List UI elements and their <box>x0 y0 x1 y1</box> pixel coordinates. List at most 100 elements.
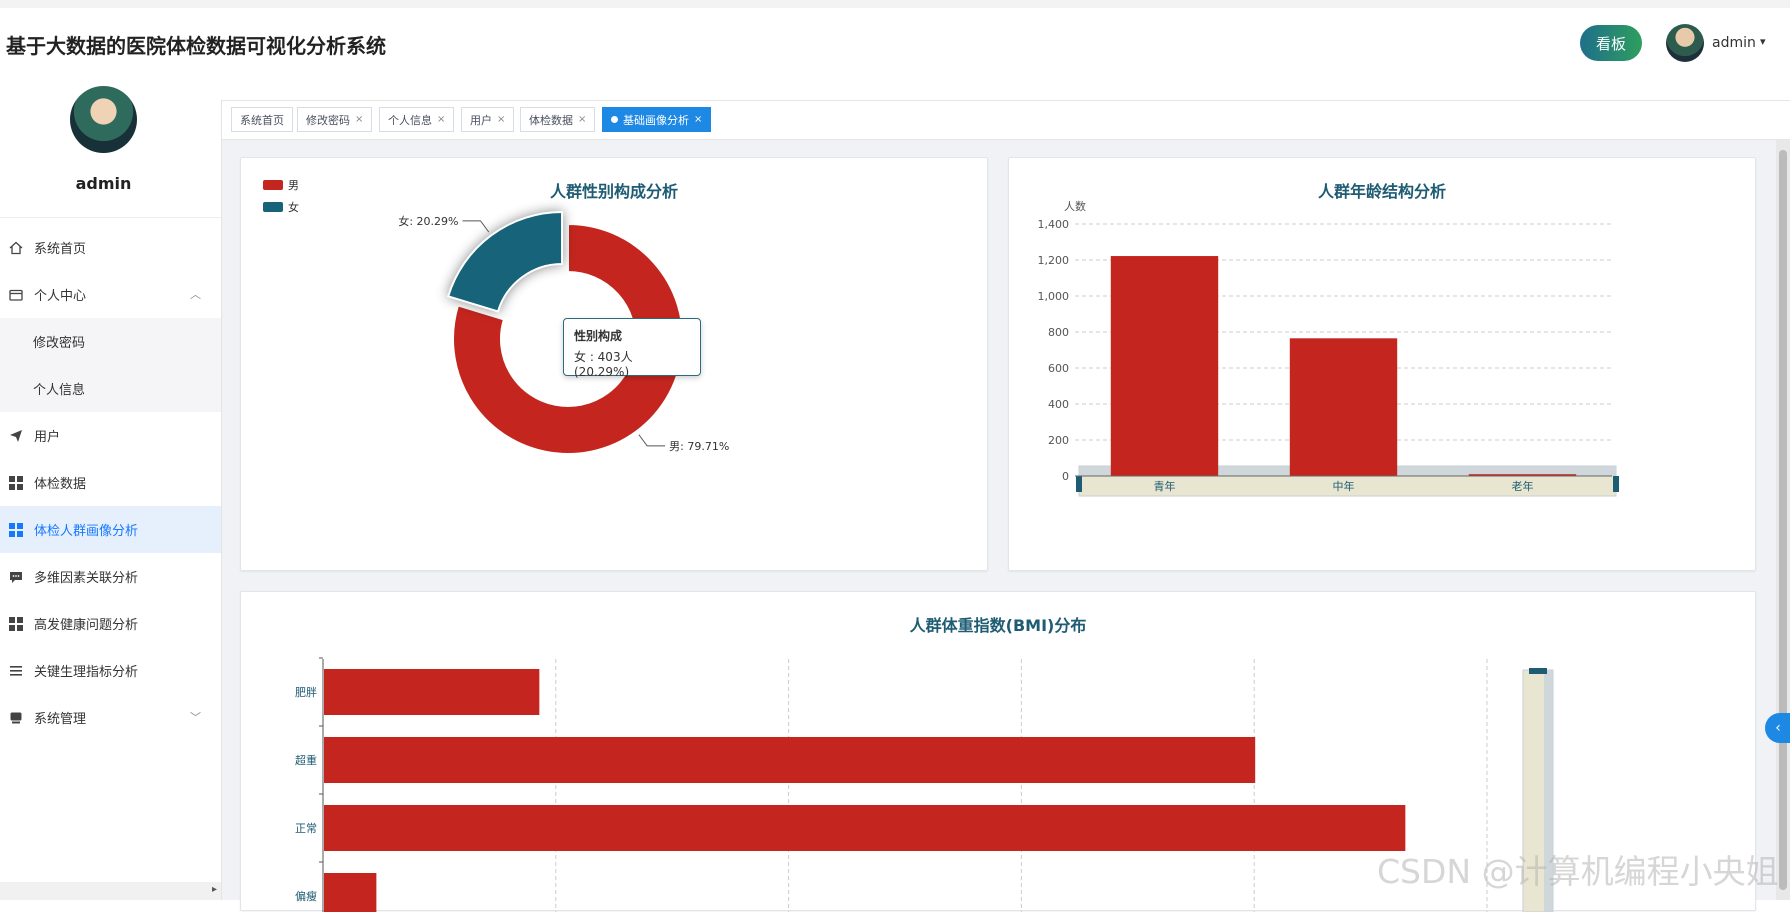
tabs-bar: 系统首页 修改密码 × 个人信息 × 用户 × 体检数据 × 基础画像分析 × <box>222 100 1790 140</box>
sidebar-item-label: 关键生理指标分析 <box>34 665 139 680</box>
y-tick-label: 偏瘦 <box>295 889 317 903</box>
chart-title: 人群性别构成分析 <box>549 182 678 201</box>
x-tick-label: 中年 <box>1333 479 1355 493</box>
close-icon[interactable]: × <box>437 114 446 125</box>
sidebar-item-label: 体检数据 <box>34 477 87 492</box>
sidebar-item-health-issues[interactable]: 高发健康问题分析 <box>0 600 221 647</box>
sidebar-divider <box>0 217 221 218</box>
tooltip-text: 女 : 403人 (20.29%) <box>574 350 633 379</box>
legend-label: 女 <box>288 200 299 214</box>
chart-tooltip: 性别构成 女 : 403人 (20.29%) <box>563 318 701 379</box>
sidebar-item-label: 用户 <box>34 430 61 445</box>
close-icon[interactable]: × <box>578 114 587 125</box>
grid-icon <box>8 522 24 538</box>
sidebar-item-population-profile[interactable]: 体检人群画像分析 <box>0 506 221 553</box>
pie-label: 男: 79.71% <box>669 440 729 453</box>
main-content: 系统首页 修改密码 × 个人信息 × 用户 × 体检数据 × 基础画像分析 × … <box>221 100 1790 912</box>
home-icon <box>8 240 24 256</box>
sidebar-item-label: 修改密码 <box>33 336 86 351</box>
bar-正常 <box>324 805 1406 851</box>
chevron-right-icon[interactable]: ▸ <box>211 884 217 895</box>
pie-label-line <box>638 434 666 447</box>
app-title: 基于大数据的医院体检数据可视化分析系统 <box>6 34 386 58</box>
chevron-up-icon[interactable]: ︿ <box>190 288 201 301</box>
bar-超重 <box>324 737 1256 783</box>
sidebar: admin 系统首页 个人中心 ︿ 修改密码 个人信息 用户 <box>0 72 221 900</box>
sidebar-item-system-management[interactable]: 系统管理 ﹀ <box>0 694 221 741</box>
sidebar-item-label: 体检人群画像分析 <box>34 524 139 539</box>
scrollbar-thumb[interactable] <box>1779 150 1787 890</box>
chart-title: 人群体重指数(BMI)分布 <box>909 616 1087 635</box>
close-icon[interactable]: × <box>355 114 364 125</box>
sidebar-item-multifactor-analysis[interactable]: 多维因素关联分析 <box>0 553 221 600</box>
send-icon <box>8 428 24 444</box>
chat-icon <box>8 569 24 585</box>
tooltip-title: 性别构成 <box>574 329 623 343</box>
page-scrollbar[interactable] <box>1776 140 1790 900</box>
tab-exam-data[interactable]: 体检数据 × <box>520 107 596 132</box>
sidebar-item-label: 系统首页 <box>34 242 87 257</box>
sidebar-username: admin <box>75 174 132 193</box>
wallet-icon <box>8 287 24 303</box>
watermark: CSDN @计算机编程小央姐 <box>1377 852 1779 891</box>
tab-basic-profile[interactable]: 基础画像分析 × <box>602 107 712 132</box>
bar-老年 <box>1468 474 1577 477</box>
chevron-down-icon[interactable]: ▾ <box>1760 35 1766 48</box>
tab-label: 修改密码 <box>306 113 350 127</box>
pie-slice-female <box>446 210 564 313</box>
legend-swatch <box>263 202 283 212</box>
sidebar-item-label: 个人中心 <box>34 289 87 304</box>
sidebar-item-label: 多维因素关联分析 <box>34 571 139 586</box>
pie-label: 女: 20.29% <box>398 214 458 228</box>
datazoom-handle-left <box>1076 476 1082 492</box>
tab-home[interactable]: 系统首页 <box>231 107 293 132</box>
sidebar-avatar <box>70 86 137 153</box>
sidebar-item-personal-center[interactable]: 个人中心 ︿ <box>0 271 221 318</box>
legend-swatch <box>263 180 283 190</box>
top-header: 基于大数据的医院体检数据可视化分析系统 看板 admin ▾ <box>0 0 1790 72</box>
sidebar-item-label: 高发健康问题分析 <box>34 618 139 633</box>
bmi-chart-card: 人群体重指数(BMI)分布 肥胖 超重 正常 偏瘦 <box>240 591 1756 912</box>
tab-label: 系统首页 <box>240 113 284 127</box>
chevron-down-icon[interactable]: ﹀ <box>190 711 201 724</box>
tab-label: 用户 <box>470 113 492 127</box>
close-icon[interactable]: × <box>497 114 506 125</box>
datazoom-handle-top <box>1529 668 1547 674</box>
tab-users[interactable]: 用户 × <box>461 107 515 132</box>
close-icon[interactable]: × <box>694 114 703 125</box>
header-username[interactable]: admin <box>1712 35 1756 51</box>
tab-label: 体检数据 <box>529 113 573 127</box>
pie-label-line <box>462 220 490 233</box>
y-tick-label: 0 <box>1062 470 1069 483</box>
tab-change-password[interactable]: 修改密码 × <box>297 107 373 132</box>
sidebar-item-users[interactable]: 用户 <box>0 412 221 459</box>
server-icon <box>8 710 24 726</box>
sidebar-item-label: 系统管理 <box>34 712 87 727</box>
sidebar-item-exam-data[interactable]: 体检数据 <box>0 459 221 506</box>
age-bar-chart: 人数 0 200 400 600 800 1,000 1,200 1,400 青年 中年 老年 <box>1038 200 1619 497</box>
sidebar-item-key-indicators[interactable]: 关键生理指标分析 <box>0 647 221 694</box>
y-tick-label: 400 <box>1048 398 1069 411</box>
bar-青年 <box>1110 256 1219 476</box>
sidebar-item-home[interactable]: 系统首页 <box>0 224 221 271</box>
legend-label: 男 <box>288 179 299 192</box>
tab-personal-info[interactable]: 个人信息 × <box>379 107 455 132</box>
sidebar-item-personal-info[interactable]: 个人信息 <box>0 365 221 412</box>
y-axis-label: 人数 <box>1064 200 1086 213</box>
y-tick-label: 1,400 <box>1038 218 1070 231</box>
chart-title: 人群年龄结构分析 <box>1317 182 1446 201</box>
dashboard-button[interactable]: 看板 <box>1580 25 1642 61</box>
age-chart-card: 人群年龄结构分析 人数 0 200 400 600 800 1,000 1,200 1,400 青… <box>1008 157 1756 571</box>
header-avatar[interactable] <box>1666 24 1704 62</box>
tab-label: 基础画像分析 <box>623 113 689 127</box>
y-tick-label: 200 <box>1048 434 1069 447</box>
y-tick-label: 800 <box>1048 326 1069 339</box>
x-tick-label: 老年 <box>1512 479 1534 493</box>
bar-偏瘦 <box>324 873 377 912</box>
y-tick-label: 600 <box>1048 362 1069 375</box>
datazoom-handle-right <box>1613 476 1619 492</box>
y-tick-label: 1,000 <box>1038 290 1070 303</box>
collapse-panel-button[interactable]: ‹ <box>1765 713 1790 743</box>
sidebar-item-change-password[interactable]: 修改密码 <box>0 318 221 365</box>
sidebar-scrollbar[interactable]: ▸ <box>0 882 221 900</box>
